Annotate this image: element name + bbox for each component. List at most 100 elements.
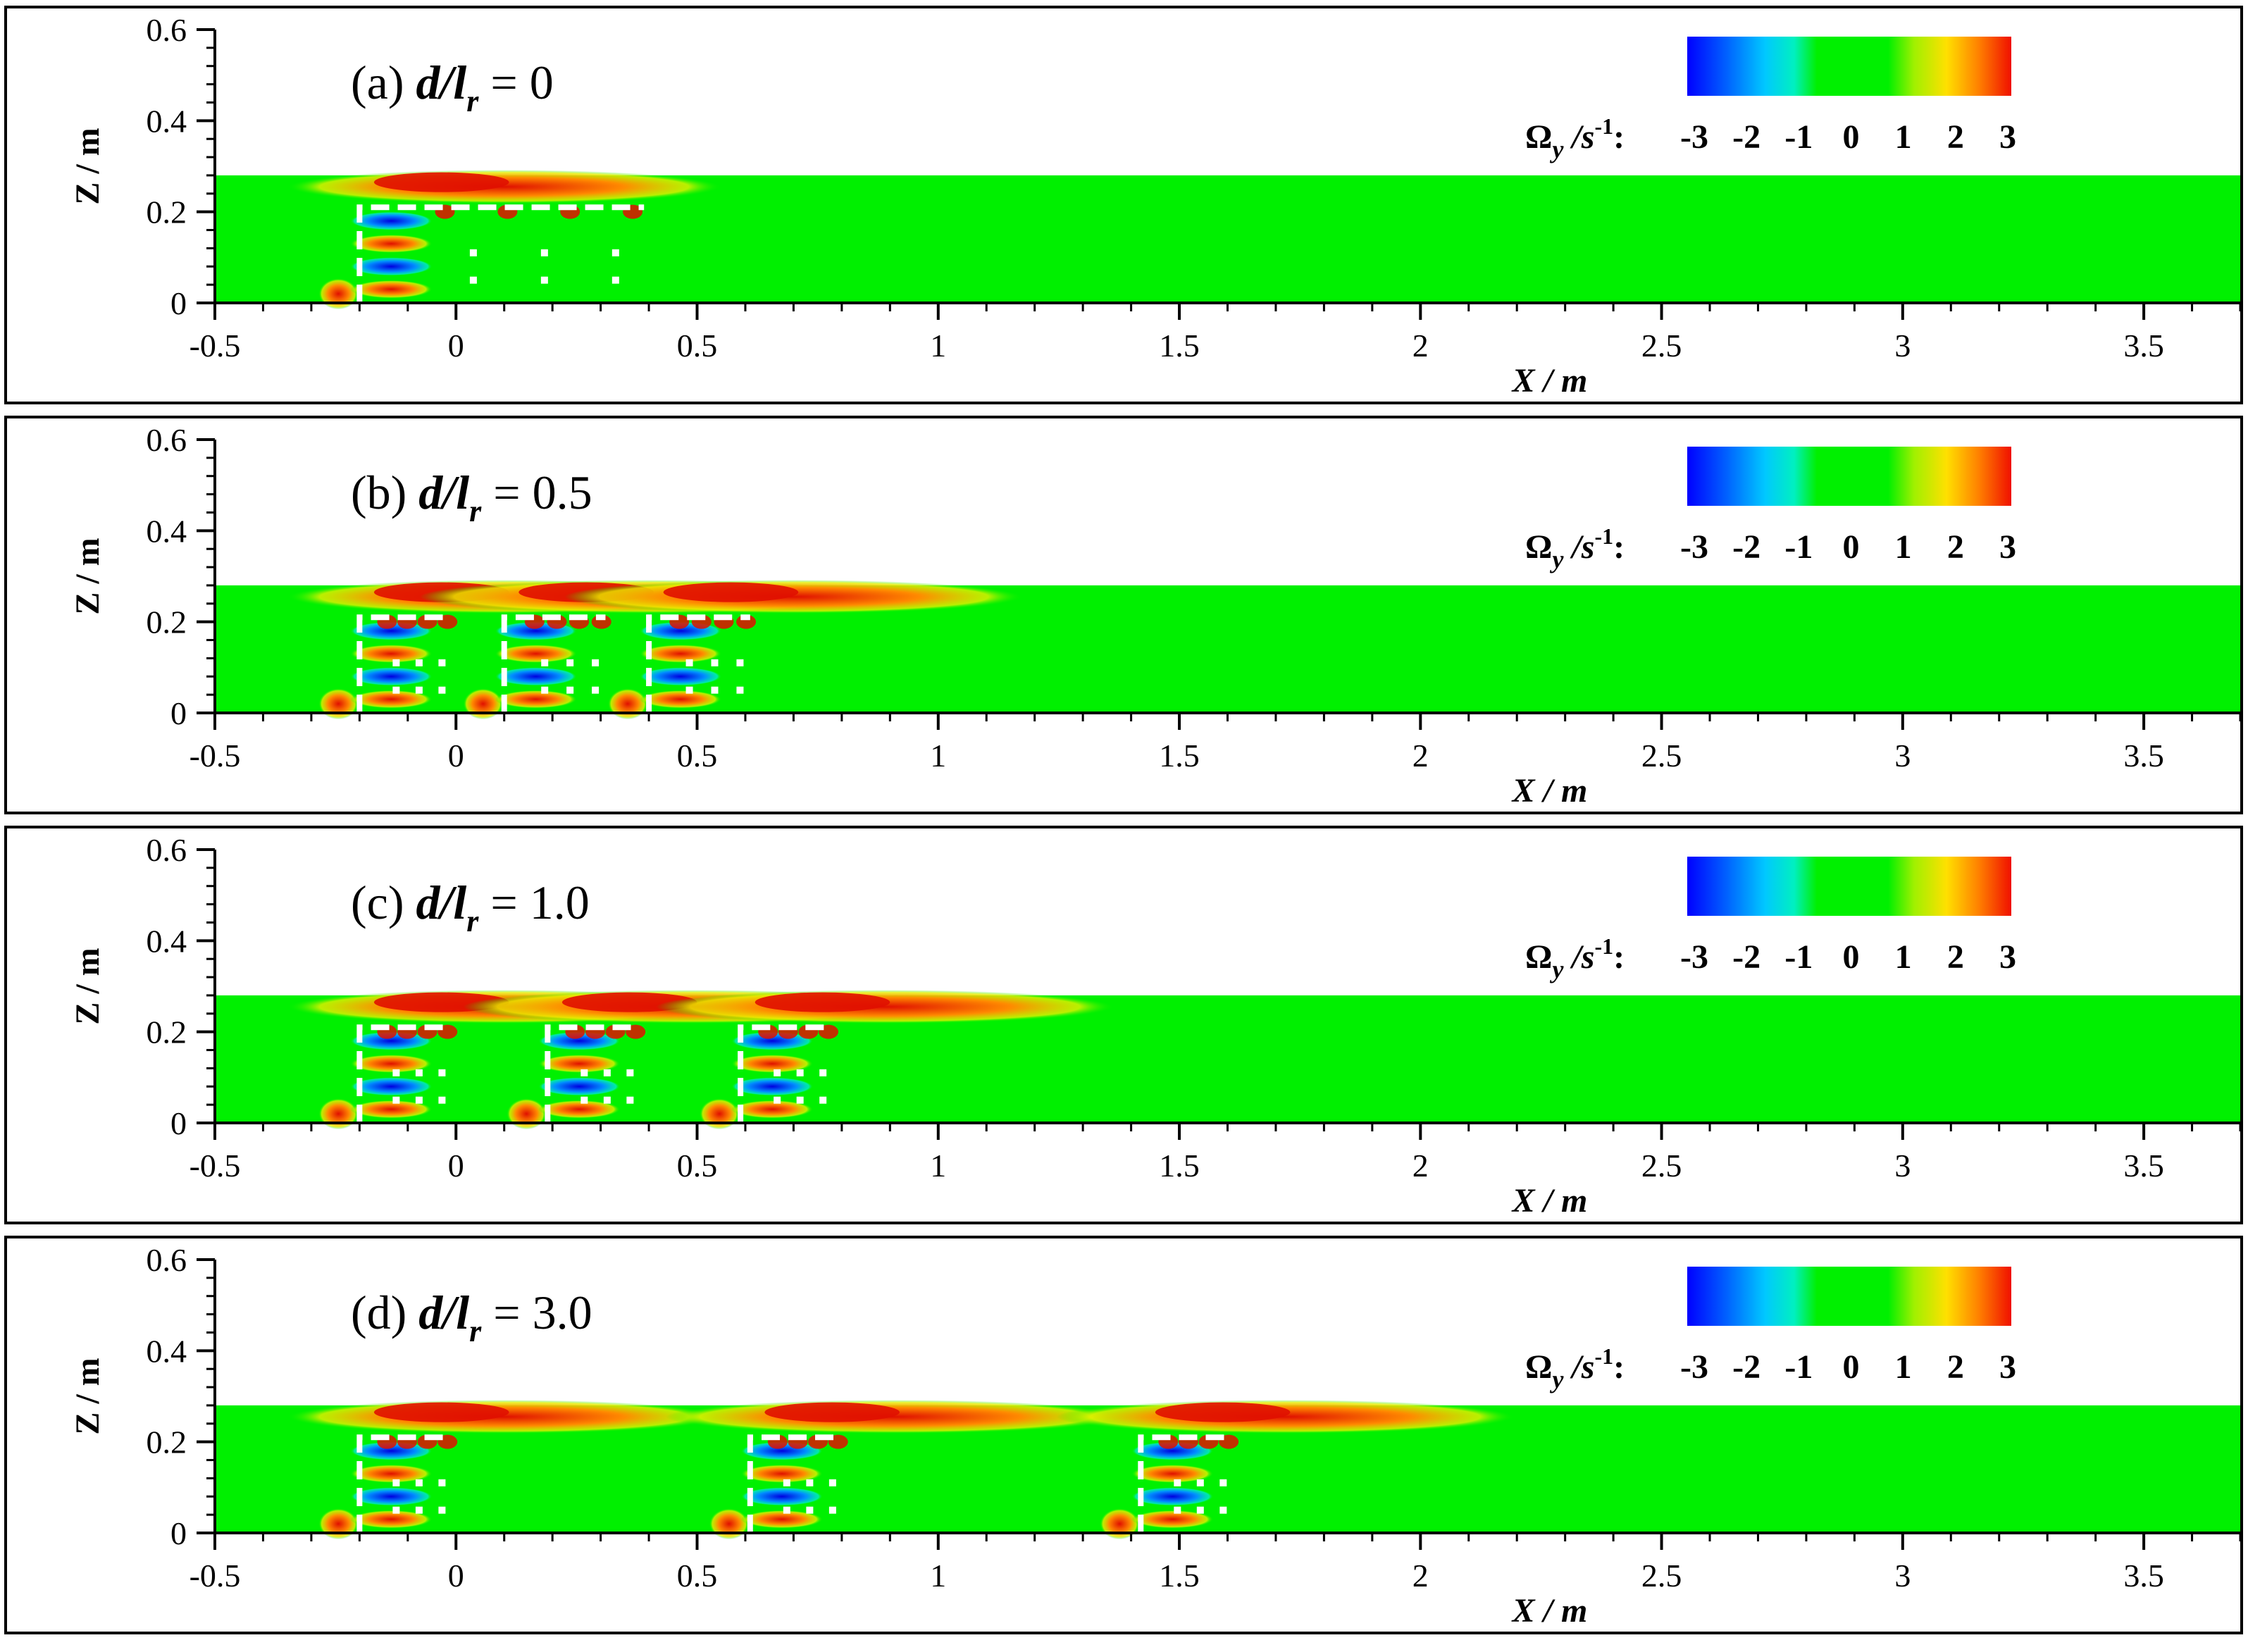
canopy-stem: [736, 659, 744, 666]
canopy-stem: [415, 1506, 423, 1514]
x-tick-label: -0.5: [190, 738, 241, 774]
colorbar-subscript: y: [1549, 135, 1564, 163]
bed-vortex: [318, 1098, 359, 1130]
y-tick-label: 0.6: [147, 422, 187, 458]
x-tick-label: 3.5: [2123, 1148, 2164, 1184]
canopy-outline: [356, 1434, 452, 1533]
canopy-outline: [356, 614, 452, 713]
canopy-stem: [392, 1479, 400, 1486]
canopy-stem: [685, 659, 693, 666]
canopy-stem: [438, 1479, 446, 1486]
colorbar-superscript: -1: [1594, 113, 1613, 139]
colorbar-tick-label: -2: [1732, 1348, 1760, 1386]
canopy-stem: [415, 1479, 423, 1486]
canopy-stem: [783, 1479, 790, 1486]
canopy-stem: [415, 659, 423, 666]
canopy-patches: [356, 204, 645, 303]
x-tick-label: 3: [1894, 738, 1911, 774]
panel-label: (c) d/lr = 1.0: [351, 876, 590, 938]
canopy-eddy: [640, 690, 722, 709]
x-tick-label: 2.5: [1641, 738, 1682, 774]
ratio-subscript: r: [469, 1314, 482, 1348]
vorticity-structures: [287, 1400, 1515, 1540]
x-tick-label: 3: [1894, 1558, 1911, 1594]
ratio-symbol: d/l: [418, 466, 469, 519]
canopy-eddy: [350, 1487, 433, 1506]
canopy-stem: [469, 249, 477, 256]
canopy-eddy: [495, 690, 577, 709]
canopy-stem: [711, 686, 719, 694]
colorbar-symbol: Ω: [1525, 118, 1552, 156]
canopy-stem: [783, 1506, 790, 1514]
colorbar-colon: :: [1613, 528, 1625, 566]
colorbar-tick-label: 0: [1843, 938, 1860, 976]
canopy-stem: [1219, 1479, 1227, 1486]
axes: -0.5 0 0.5 1 1.5 2 2.5 3 3.500.20.40.6X / mZ / m: [69, 1242, 2242, 1629]
canopy-outline: [1138, 1434, 1233, 1533]
canopy-stem: [626, 1069, 634, 1076]
y-tick-label: 0.2: [147, 1424, 187, 1460]
canopy-outline: [356, 204, 645, 303]
canopy-eddy: [740, 1487, 823, 1506]
colorbar-gradient: [1687, 447, 2011, 506]
colorbar-unit: /s: [1563, 118, 1594, 156]
panel-1: -0.5 0 0.5 1 1.5 2 2.5 3 3.500.20.40.6X / mZ / m…: [4, 6, 2243, 404]
bed-vortex: [709, 1508, 749, 1540]
canopy-eddy: [350, 234, 433, 253]
x-axis-title: X / m: [1511, 772, 1588, 809]
y-tick-label: 0.4: [147, 513, 187, 549]
colorbar: Ωy /s-1: -3 -2 -1 0 1 2 3: [1525, 37, 2016, 163]
panel-label: (d) d/lr = 3.0: [351, 1286, 592, 1348]
y-tick-label: 0.2: [147, 194, 187, 230]
x-tick-label: 2: [1412, 738, 1429, 774]
canopy-stem: [736, 686, 744, 694]
ratio-symbol: d/l: [416, 56, 466, 109]
colorbar-gradient: [1687, 1267, 2011, 1326]
x-tick-label: 0: [448, 328, 464, 364]
canopy-stem: [392, 686, 400, 694]
colorbar-tick-label: 3: [1999, 528, 2016, 566]
canopy-stem: [566, 659, 574, 666]
colorbar-tick-label: 3: [1999, 1348, 2016, 1386]
y-tick-label: 0.4: [147, 103, 187, 139]
colorbar-tick-label: 2: [1947, 1348, 1964, 1386]
shear-core: [663, 582, 799, 602]
shear-core: [373, 172, 509, 192]
colorbar-colon: :: [1613, 118, 1625, 156]
canopy-stem: [392, 1096, 400, 1104]
canopy-stem: [438, 1506, 446, 1514]
canopy-outline: [646, 614, 750, 713]
canopy-stem: [711, 659, 719, 666]
x-tick-label: 1: [930, 1558, 946, 1594]
ratio-value: = 1.0: [478, 876, 589, 929]
shear-core: [373, 1402, 509, 1422]
x-tick-label: 1: [930, 328, 946, 364]
canopy-eddy: [1131, 1487, 1214, 1506]
colorbar-tick-label: -3: [1680, 118, 1708, 156]
y-axis-title: Z / m: [69, 948, 106, 1024]
canopy-eddy: [495, 667, 577, 686]
canopy-eddy: [731, 1054, 814, 1073]
y-axis-title: Z / m: [69, 538, 106, 614]
panel-2: -0.5 0 0.5 1 1.5 2 2.5 3 3.500.20.40.6X / mZ / m…: [4, 416, 2243, 814]
canopy-stem: [415, 686, 423, 694]
canopy-eddy: [350, 1510, 433, 1529]
canopy-stem: [1174, 1479, 1181, 1486]
canopy-stem: [566, 686, 574, 694]
axes: -0.5 0 0.5 1 1.5 2 2.5 3 3.500.20.40.6X / mZ / m: [69, 832, 2242, 1219]
x-tick-label: 1: [930, 1148, 946, 1184]
canopy-patches: [356, 1024, 833, 1123]
canopy-stem: [392, 1069, 400, 1076]
colorbar-unit: /s: [1563, 528, 1594, 566]
canopy-stem: [392, 659, 400, 666]
canopy-stem: [541, 686, 549, 694]
colorbar-unit: /s: [1563, 938, 1594, 976]
ratio-symbol: d/l: [418, 1286, 469, 1339]
canopy-stem: [603, 1069, 611, 1076]
x-tick-label: 0.5: [677, 1148, 718, 1184]
ratio-symbol: d/l: [416, 876, 466, 929]
ratio-value: = 0.5: [481, 466, 592, 519]
ratio-subscript: r: [466, 84, 479, 118]
colorbar-tick-label: -1: [1784, 1348, 1813, 1386]
